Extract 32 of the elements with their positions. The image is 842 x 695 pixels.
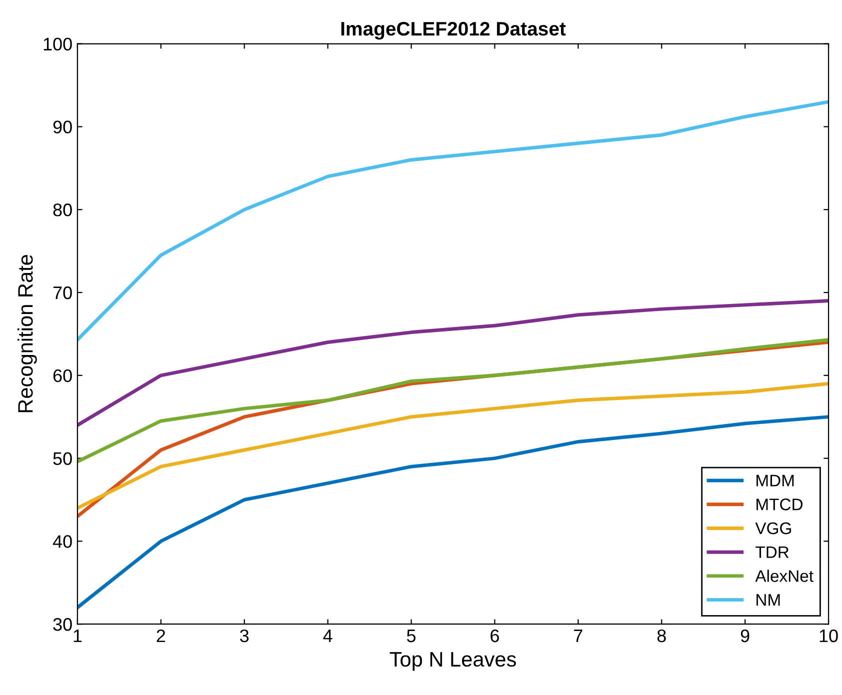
y-tick-label: 70 [53,286,72,300]
x-tick-label: 6 [490,629,499,642]
x-axis-title: Top N Leaves [390,652,516,671]
x-tick-label: 1 [74,630,82,642]
x-tick-label: 3 [240,629,249,642]
y-tick-label: 100 [44,38,72,51]
y-tick-label: 60 [53,369,72,382]
line-series [77,382,829,510]
x-tick-label: 10 [820,629,838,642]
y-tick-label: 40 [52,535,72,548]
line-series [77,338,829,464]
y-tick-label: 50 [53,452,72,466]
x-tick-label: 2 [156,629,166,642]
legend-label: NM [756,594,780,606]
legend-label: AlexNet [755,570,814,582]
y-tick-label: 30 [53,618,72,631]
line-series [77,100,829,342]
x-tick-label: 9 [740,629,750,642]
line-series [77,299,829,427]
legend-label: MDM [756,474,794,486]
x-tick-label: 5 [406,630,416,642]
legend-label: TDR [756,546,789,558]
chart-title: ImageCLEF2012 Dataset [341,22,566,40]
x-tick-label: 4 [323,630,332,642]
x-tick-label: 8 [657,629,666,642]
y-axis-title: Recognition Rate [18,254,37,412]
line-series [77,415,829,610]
legend-label: MTCD [756,498,803,510]
y-tick-label: 90 [53,120,72,134]
legend-label: VGG [755,522,791,534]
x-tick-label: 7 [574,630,582,642]
y-tick-label: 80 [53,204,72,216]
